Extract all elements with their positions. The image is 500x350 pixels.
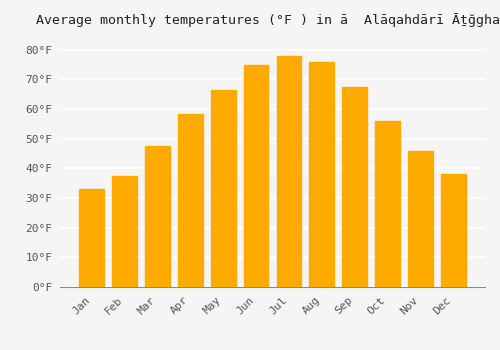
Bar (178, 113, 203, 287)
Title: Average monthly temperatures (°F ) in ā  Alāqahdārī Āṯğghar: Average monthly temperatures (°F ) in ā … (36, 13, 500, 27)
Bar (408, 150, 433, 287)
Bar (211, 90, 236, 287)
Bar (244, 65, 268, 287)
Bar (112, 176, 137, 287)
Bar (441, 174, 466, 287)
Bar (376, 121, 400, 287)
Bar (276, 56, 301, 287)
Bar (342, 87, 367, 287)
Bar (145, 146, 170, 287)
Bar (310, 62, 334, 287)
Bar (80, 189, 104, 287)
